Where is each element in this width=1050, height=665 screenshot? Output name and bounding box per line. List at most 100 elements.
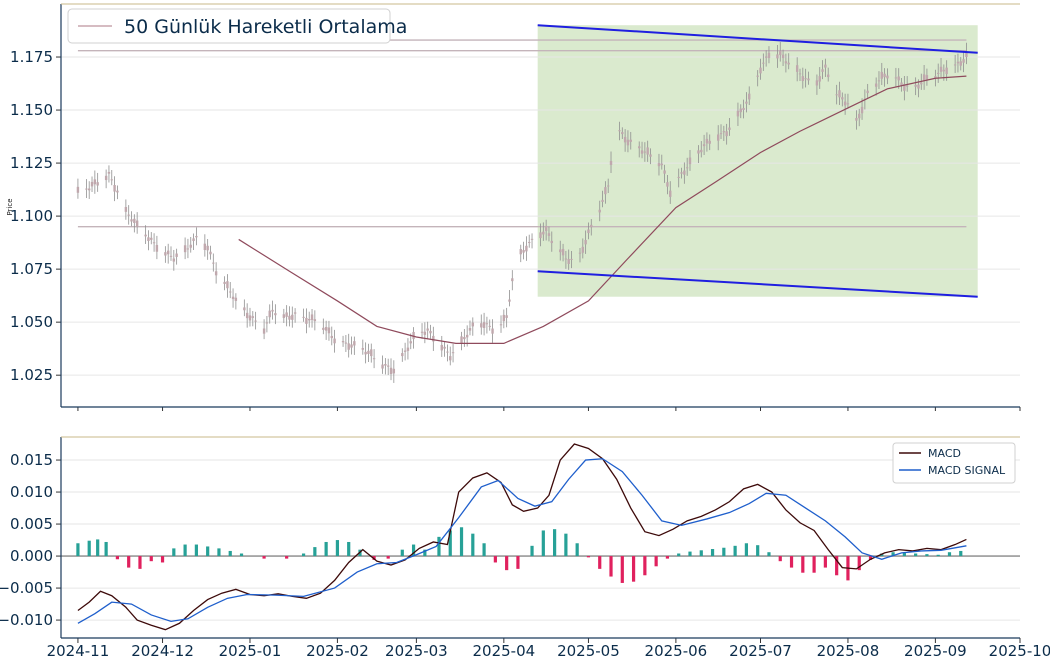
macd-histogram-bar <box>411 544 416 557</box>
candle-body <box>660 163 663 166</box>
macd-histogram-bar <box>228 550 232 557</box>
candle-body <box>858 113 861 119</box>
candle-body <box>367 350 370 354</box>
candle-body <box>384 364 387 366</box>
candle-body <box>722 131 726 133</box>
price-ytick-label: 1.150 <box>10 101 53 119</box>
macd-histogram-bar <box>947 552 952 557</box>
candle-body <box>762 62 765 64</box>
macd-ytick-label: 0.015 <box>10 451 53 469</box>
macd-histogram-bar <box>423 549 427 557</box>
candle-body <box>570 258 573 260</box>
candle-body <box>688 157 692 165</box>
macd-histogram-bar <box>335 540 340 557</box>
candle-body <box>480 323 483 328</box>
candle-body <box>440 344 443 351</box>
candle-body <box>406 347 410 351</box>
candle-body <box>420 331 424 333</box>
candle-body <box>587 229 590 234</box>
candle-body <box>646 147 649 155</box>
candle-body <box>212 262 215 264</box>
macd-xtick-label: 2025-06 <box>645 642 708 660</box>
candle-body <box>347 343 350 350</box>
candle-body <box>903 84 906 91</box>
candle-body <box>226 281 229 289</box>
candle-body <box>621 132 624 135</box>
macd-histogram-bar <box>149 556 153 562</box>
candle-body <box>403 350 407 352</box>
candle-body <box>590 224 593 228</box>
candle-body <box>846 103 850 105</box>
candle-body <box>945 67 948 75</box>
candle-body <box>519 249 522 255</box>
macd-xtick-label: 2025-01 <box>219 642 282 660</box>
candle-body <box>186 248 190 250</box>
candle-body <box>175 253 178 257</box>
candle-body <box>815 80 819 86</box>
candle-body <box>764 56 768 58</box>
candle-body <box>841 97 844 100</box>
candle-body <box>779 50 782 55</box>
macd-histogram-bar <box>767 552 771 557</box>
candle-body <box>874 83 878 87</box>
candle-body <box>214 271 218 276</box>
macd-histogram-bar <box>160 556 165 563</box>
candle-body <box>245 312 249 319</box>
candle-body <box>824 64 827 68</box>
candle-body <box>401 353 404 357</box>
candle-body <box>564 258 568 260</box>
candle-body <box>429 330 432 334</box>
candle-body <box>609 160 613 165</box>
candle-body <box>781 54 785 59</box>
candle-body <box>855 117 858 121</box>
macd-histogram-bar <box>598 556 602 569</box>
candle-body <box>736 110 740 117</box>
macd-histogram-bar <box>710 549 715 557</box>
candle-body <box>598 209 601 213</box>
macd-histogram-bar <box>823 556 827 568</box>
candle-body <box>344 342 348 344</box>
candle-body <box>680 172 683 174</box>
candle-body <box>505 315 508 318</box>
candle-body <box>124 207 128 212</box>
candle-body <box>423 331 427 335</box>
candle-body <box>350 344 353 348</box>
candle-body <box>629 139 632 142</box>
macd-xtick-label: 2025-08 <box>817 642 880 660</box>
candle-body <box>268 310 271 318</box>
macd-histogram-bar <box>812 556 816 573</box>
candle-body <box>93 179 97 185</box>
candle-body <box>683 170 686 175</box>
macd-histogram-bar <box>857 556 861 571</box>
candle-body <box>539 232 542 239</box>
macd-histogram-bar <box>471 533 475 557</box>
macd-xtick-label: 2025-02 <box>306 642 369 660</box>
candle-body <box>626 139 630 146</box>
macd-panel: −0.010 −0.005 0.000 0.005 0.010 0.015 2024-11 2… <box>0 436 1050 660</box>
candle-body <box>231 296 235 300</box>
candle-body <box>838 90 841 98</box>
channel-line <box>537 270 978 298</box>
candle-body <box>900 82 903 86</box>
candle-body <box>578 252 582 254</box>
candle-body <box>801 76 805 82</box>
candle-body <box>248 315 252 321</box>
macd-legend-label: MACD <box>928 447 961 460</box>
macd-histogram-bar <box>206 546 210 557</box>
candle-body <box>716 134 720 141</box>
candle-body <box>601 199 604 202</box>
candle-body <box>685 167 689 169</box>
candle-body <box>697 150 700 154</box>
candle-body <box>939 66 943 72</box>
macd-histogram-bar <box>448 530 452 557</box>
candle-body <box>807 78 810 81</box>
candle-body <box>76 186 80 193</box>
macd-histogram-bar <box>262 556 266 559</box>
macd-histogram-bar <box>959 550 963 557</box>
macd-histogram-bar <box>936 554 940 557</box>
candle-body <box>449 356 452 361</box>
candle-body <box>409 341 412 344</box>
candle-body <box>482 322 486 328</box>
candle-body <box>460 336 463 344</box>
candle-body <box>767 52 771 59</box>
